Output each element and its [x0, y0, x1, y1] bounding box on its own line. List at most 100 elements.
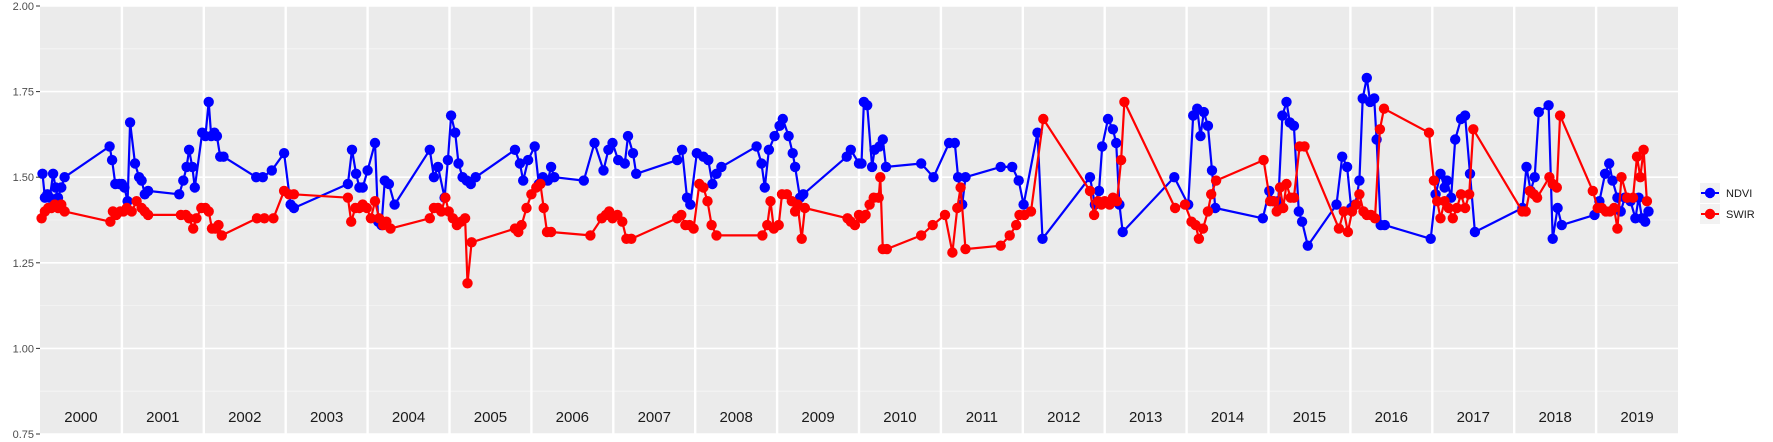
year-label: 2019 [1620, 409, 1653, 426]
ndvi-point [1556, 219, 1567, 231]
ndvi-point [522, 154, 534, 166]
ndvi-point [1533, 106, 1545, 118]
year-label: 2013 [1129, 409, 1162, 426]
swir-point [927, 219, 938, 231]
ndvi-point [995, 161, 1006, 173]
ndvi-point [880, 161, 892, 173]
swir-point [1299, 141, 1310, 152]
ndvi-point [470, 172, 481, 183]
swir-point [1119, 96, 1130, 108]
year-label: 2004 [392, 409, 425, 426]
ndvi-point [1084, 172, 1096, 183]
ndvi-point [178, 175, 189, 186]
ndvi-point [136, 175, 147, 186]
ndvi-point [1552, 202, 1563, 214]
ndvi-point [1529, 172, 1540, 183]
ndvi-point [357, 182, 368, 193]
ndvi-point [432, 161, 444, 173]
swir-point [59, 206, 70, 217]
legend-label-ndvi: NDVI [1726, 188, 1752, 200]
year-label: 2001 [146, 409, 179, 426]
ndvi-point [257, 172, 268, 183]
swir-point [1464, 189, 1475, 200]
ndvi-point [529, 141, 540, 152]
swir-point [1354, 189, 1365, 200]
ndvi-point [607, 137, 618, 149]
swir-point [251, 213, 263, 224]
swir-point [1608, 202, 1620, 214]
year-label: 2015 [1293, 409, 1326, 426]
ndvi-point [627, 148, 639, 159]
y-tick-label: 1.25 [13, 258, 34, 270]
ndvi-point [1369, 93, 1380, 104]
swir-point [440, 192, 451, 203]
swir-point [126, 206, 137, 217]
ndvi-point [1277, 110, 1288, 121]
swir-point [516, 219, 527, 231]
ndvi-point [346, 144, 358, 155]
ndvi-point [952, 172, 964, 183]
ndvi-point [362, 165, 373, 176]
ndvi-point [845, 144, 856, 155]
ndvi-point [949, 137, 960, 149]
ndvi-point [916, 158, 927, 169]
ndvi-point [759, 182, 770, 193]
swir-point [1443, 202, 1454, 214]
ndvi-point [37, 168, 48, 179]
swir-point [535, 178, 546, 190]
swir-point [1459, 202, 1471, 214]
swir-point [1197, 223, 1209, 234]
ndvi-point [1604, 158, 1615, 169]
legend[interactable]: NDVI SWIR [1700, 183, 1755, 224]
ndvi-point [777, 113, 788, 125]
ndvi-point [1111, 137, 1122, 149]
swir-point [191, 213, 202, 224]
ndvi-point [278, 148, 290, 159]
ndvi-point [1425, 233, 1436, 244]
year-label: 2008 [719, 409, 752, 426]
ndvi-point [383, 178, 395, 190]
swir-point [939, 209, 951, 221]
swir-point [466, 237, 477, 248]
year-label: 2012 [1047, 409, 1080, 426]
swir-point [1278, 202, 1289, 214]
ndvi-point [1435, 168, 1446, 179]
swir-point [1423, 127, 1435, 138]
ndvi-point [119, 182, 130, 193]
ndvi-point [56, 182, 67, 193]
swir-point [1115, 154, 1127, 166]
ndvi-point [1107, 124, 1119, 135]
swir-point [1378, 103, 1390, 114]
ndvi-point [1547, 233, 1558, 244]
ndvi-point [1293, 206, 1305, 217]
ndvi-point [1257, 213, 1269, 224]
swir-point [1169, 202, 1181, 214]
ndvi-point [187, 161, 198, 173]
ndvi-point [589, 137, 600, 149]
ndvi-point [47, 168, 59, 179]
ndvi-point [1643, 206, 1654, 217]
swir-point [1520, 206, 1531, 217]
swir-point [1210, 175, 1222, 186]
swir-point [346, 216, 357, 227]
swir-point [1268, 196, 1279, 207]
swir-point [1554, 110, 1566, 121]
swir-point [1616, 172, 1627, 183]
ndvi-point [1013, 175, 1024, 186]
swir-point [183, 213, 195, 224]
swir-point [796, 233, 807, 244]
ndvi-point [787, 148, 798, 159]
swir-point [188, 223, 199, 234]
swir-point [765, 196, 776, 207]
ndvi-point [598, 165, 609, 176]
ndvi-point [866, 161, 878, 173]
ndvi-point [549, 172, 560, 183]
ndvi-point [1169, 172, 1180, 183]
ndvi-point [442, 154, 454, 166]
swir-point [521, 202, 532, 214]
swir-point [1342, 226, 1354, 238]
ndvi-point [756, 158, 767, 169]
swir-point [1111, 196, 1123, 207]
swir-point [698, 182, 709, 193]
ndvi-point [1093, 185, 1105, 197]
